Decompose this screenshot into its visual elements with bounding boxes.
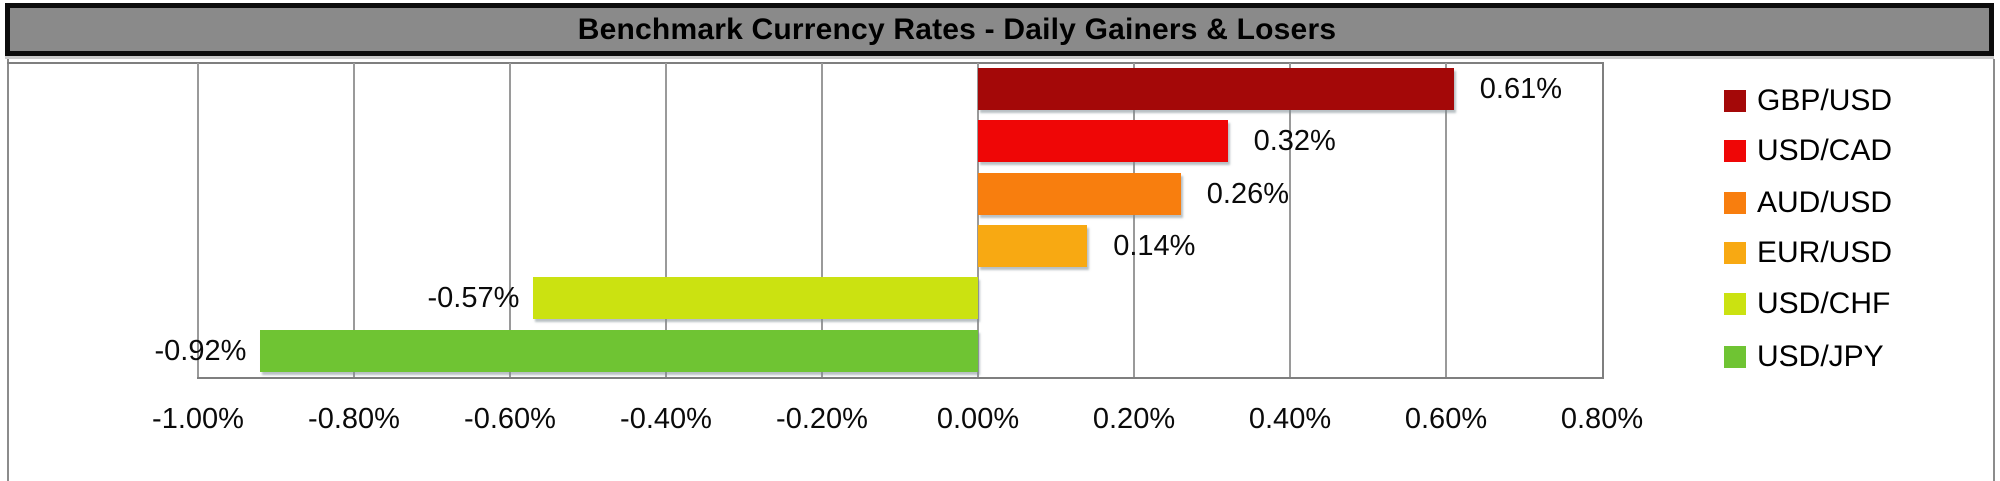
chart-title-bar: Benchmark Currency Rates - Daily Gainers… [5, 3, 1994, 56]
gridline [509, 63, 511, 377]
legend-swatch-icon [1724, 140, 1746, 162]
gridline [353, 63, 355, 377]
legend-item-usd-chf: USD/CHF [1724, 287, 1890, 321]
legend-label: USD/CHF [1757, 287, 1891, 320]
x-tick-label: -0.20% [776, 403, 868, 435]
bar-usd-chf [533, 277, 978, 319]
legend-label: EUR/USD [1757, 236, 1893, 269]
gridline [977, 63, 979, 377]
legend-swatch-icon [1724, 192, 1746, 214]
x-tick-label: 0.60% [1404, 403, 1488, 435]
legend-label: USD/JPY [1757, 340, 1884, 373]
legend-label: AUD/USD [1757, 186, 1893, 219]
gridline [665, 63, 667, 377]
x-axis-line [197, 377, 1604, 379]
gridline [197, 63, 199, 377]
x-tick-label: 0.00% [936, 403, 1020, 435]
gridline [1133, 63, 1135, 377]
legend-item-usd-jpy: USD/JPY [1724, 340, 1884, 374]
gridline [1289, 63, 1291, 377]
bar-usd-cad [978, 120, 1228, 162]
bar-value-label: 0.32% [1253, 125, 1336, 157]
legend-swatch-icon [1724, 242, 1746, 264]
chart-right-border [1993, 59, 1995, 481]
bar-value-label: -0.92% [154, 335, 247, 367]
bar-value-label: 0.26% [1206, 178, 1290, 210]
x-tick-label: 0.40% [1248, 403, 1332, 435]
x-tick-label: -0.60% [464, 403, 556, 435]
chart-left-border [7, 59, 9, 481]
chart-title: Benchmark Currency Rates - Daily Gainers… [577, 12, 1337, 46]
plot-top-border [7, 62, 1604, 64]
gridline [1445, 63, 1447, 377]
legend-item-aud-usd: AUD/USD [1724, 186, 1892, 220]
legend-item-usd-cad: USD/CAD [1724, 134, 1892, 168]
legend-label: GBP/USD [1757, 84, 1893, 117]
bar-aud-usd [978, 173, 1181, 215]
plot-right-border [1602, 62, 1604, 379]
x-tick-label: -0.40% [620, 403, 712, 435]
x-tick-label: 0.80% [1560, 403, 1644, 435]
bar-eur-usd [978, 225, 1088, 267]
x-tick-label: -1.00% [152, 403, 244, 435]
bar-usd-jpy [260, 330, 978, 372]
bar-value-label: 0.61% [1479, 73, 1563, 105]
x-tick-label: 0.20% [1092, 403, 1176, 435]
legend-swatch-icon [1724, 346, 1746, 368]
legend-swatch-icon [1724, 90, 1746, 112]
legend-item-eur-usd: EUR/USD [1724, 236, 1892, 270]
legend-swatch-icon [1724, 293, 1746, 315]
bar-value-label: 0.14% [1113, 230, 1196, 262]
bar-gbp-usd [978, 68, 1454, 110]
bar-value-label: -0.57% [427, 282, 520, 314]
gridline [821, 63, 823, 377]
legend-label: USD/CAD [1757, 134, 1893, 167]
legend-item-gbp-usd: GBP/USD [1724, 84, 1892, 118]
legend: GBP/USD USD/CAD AUD/USD EUR/USD USD/CHF USD/J… [1724, 0, 1994, 481]
x-tick-label: -0.80% [308, 403, 400, 435]
